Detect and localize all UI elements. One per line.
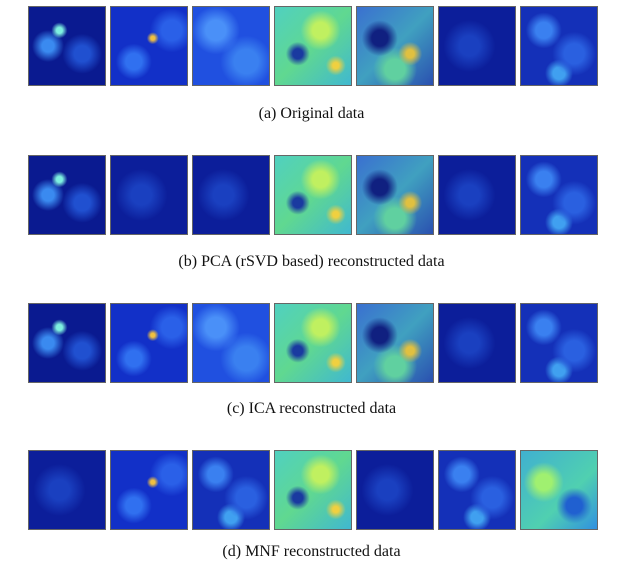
image-tile — [356, 6, 434, 86]
image-tile — [520, 6, 598, 86]
image-tile — [192, 303, 270, 383]
image-tile — [438, 450, 516, 530]
image-tile — [110, 450, 188, 530]
image-tile — [356, 155, 434, 235]
image-tile — [192, 155, 270, 235]
image-tile — [274, 303, 352, 383]
image-tile — [438, 303, 516, 383]
image-tile — [274, 155, 352, 235]
image-tile — [356, 303, 434, 383]
image-tile — [28, 155, 106, 235]
image-tile — [274, 6, 352, 86]
image-row — [28, 303, 600, 383]
image-row — [28, 450, 600, 530]
image-tile — [520, 155, 598, 235]
caption: (c) ICA reconstructed data — [226, 400, 397, 417]
image-tile — [192, 450, 270, 530]
image-tile — [274, 450, 352, 530]
image-row — [28, 6, 600, 86]
image-tile — [520, 450, 598, 530]
image-tile — [28, 450, 106, 530]
image-tile — [438, 155, 516, 235]
image-tile — [110, 6, 188, 86]
image-tile — [110, 155, 188, 235]
caption: (d) MNF reconstructed data — [222, 543, 401, 560]
caption: (a) Original data — [258, 105, 365, 122]
caption: (b) PCA (rSVD based) reconstructed data — [178, 253, 445, 270]
image-row — [28, 155, 600, 235]
image-tile — [192, 6, 270, 86]
image-tile — [28, 6, 106, 86]
image-tile — [28, 303, 106, 383]
image-tile — [438, 6, 516, 86]
image-tile — [110, 303, 188, 383]
image-tile — [520, 303, 598, 383]
image-tile — [356, 450, 434, 530]
